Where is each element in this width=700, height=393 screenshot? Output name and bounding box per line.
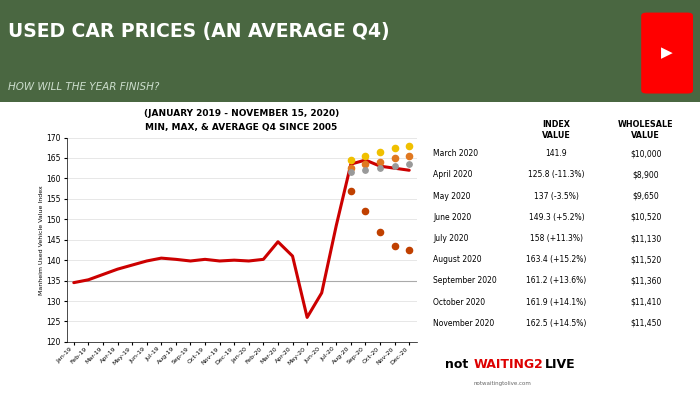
- Text: April 2020: April 2020: [433, 171, 473, 180]
- Text: 161.2 (+13.6%): 161.2 (+13.6%): [526, 277, 587, 285]
- Text: $8,900: $8,900: [632, 171, 659, 180]
- Text: $10,000: $10,000: [630, 149, 662, 158]
- Point: [404, 153, 415, 159]
- Text: $11,520: $11,520: [630, 255, 662, 264]
- Text: not: not: [444, 358, 468, 371]
- Point: [389, 163, 400, 169]
- Text: May 2020: May 2020: [433, 192, 470, 201]
- Point: [360, 153, 371, 159]
- Point: [389, 243, 400, 249]
- Text: $11,360: $11,360: [630, 277, 662, 285]
- Text: $11,410: $11,410: [630, 298, 662, 307]
- Text: July 2020: July 2020: [433, 234, 468, 243]
- Text: August 2020: August 2020: [433, 255, 482, 264]
- Text: 2: 2: [534, 358, 543, 371]
- Text: 158 (+11.3%): 158 (+11.3%): [530, 234, 583, 243]
- Point: [345, 157, 356, 163]
- Text: ▶: ▶: [662, 46, 673, 61]
- Text: notwaitingtolive.com: notwaitingtolive.com: [474, 381, 532, 386]
- Text: March 2020: March 2020: [433, 149, 478, 158]
- Point: [345, 187, 356, 194]
- Point: [389, 145, 400, 151]
- Text: (JANUARY 2019 - NOVEMBER 15, 2020): (JANUARY 2019 - NOVEMBER 15, 2020): [144, 109, 339, 118]
- Text: $11,130: $11,130: [630, 234, 662, 243]
- Text: June 2020: June 2020: [433, 213, 471, 222]
- Point: [404, 143, 415, 149]
- Text: WHOLESALE
VALUE: WHOLESALE VALUE: [618, 119, 673, 140]
- Point: [360, 167, 371, 173]
- Text: MANHEIM USED VEHICLE VALUE INDEX: MANHEIM USED VEHICLE VALUE INDEX: [144, 95, 340, 104]
- Text: 162.5 (+14.5%): 162.5 (+14.5%): [526, 319, 587, 328]
- Text: November 2020: November 2020: [433, 319, 494, 328]
- Y-axis label: Manheim Used Vehicle Value Index: Manheim Used Vehicle Value Index: [38, 185, 43, 295]
- Text: $10,520: $10,520: [630, 213, 662, 222]
- Point: [360, 208, 371, 214]
- Point: [404, 161, 415, 167]
- Point: [389, 155, 400, 161]
- Text: INDEX
VALUE: INDEX VALUE: [542, 119, 571, 140]
- Text: $9,650: $9,650: [632, 192, 659, 201]
- Text: 163.4 (+15.2%): 163.4 (+15.2%): [526, 255, 587, 264]
- Text: HOW WILL THE YEAR FINISH?: HOW WILL THE YEAR FINISH?: [8, 83, 160, 92]
- Text: WAITING: WAITING: [474, 358, 535, 371]
- Text: September 2020: September 2020: [433, 277, 497, 285]
- Text: October 2020: October 2020: [433, 298, 485, 307]
- Text: 161.9 (+14.1%): 161.9 (+14.1%): [526, 298, 587, 307]
- Point: [374, 228, 386, 235]
- Point: [404, 247, 415, 253]
- Text: 137 (-3.5%): 137 (-3.5%): [534, 192, 579, 201]
- Text: 125.8 (-11.3%): 125.8 (-11.3%): [528, 171, 584, 180]
- Text: LIVE: LIVE: [545, 358, 575, 371]
- Text: 141.9: 141.9: [546, 149, 567, 158]
- Point: [360, 161, 371, 167]
- Text: MIN, MAX, & AVERAGE Q4 SINCE 2005: MIN, MAX, & AVERAGE Q4 SINCE 2005: [146, 123, 337, 132]
- Text: 149.3 (+5.2%): 149.3 (+5.2%): [528, 213, 584, 222]
- Text: $11,450: $11,450: [630, 319, 662, 328]
- Text: USED CAR PRICES (AN AVERAGE Q4): USED CAR PRICES (AN AVERAGE Q4): [8, 22, 390, 41]
- Point: [345, 165, 356, 171]
- Point: [345, 169, 356, 175]
- Point: [374, 165, 386, 171]
- Point: [374, 149, 386, 155]
- Point: [374, 159, 386, 165]
